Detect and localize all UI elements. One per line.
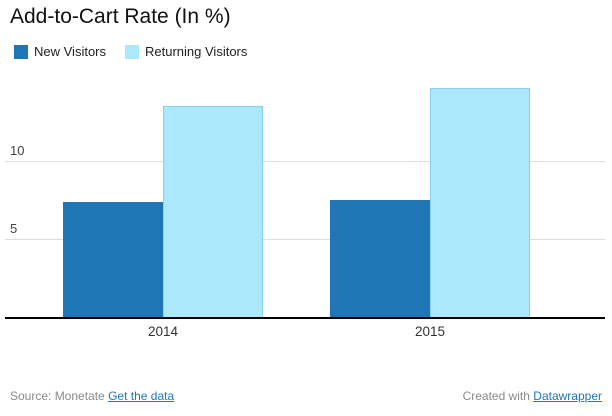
legend-item-new-visitors: New Visitors xyxy=(14,44,106,59)
legend-label-returning-visitors: Returning Visitors xyxy=(145,44,248,59)
legend-swatch-new-visitors xyxy=(14,44,28,59)
bar-returning-visitors-2015[interactable] xyxy=(430,88,530,318)
x-axis-baseline xyxy=(5,317,605,319)
x-tick-label-2014: 2014 xyxy=(147,324,179,339)
gridline-10 xyxy=(5,160,605,162)
legend: New Visitors Returning Visitors xyxy=(14,44,247,59)
bar-new-visitors-2014[interactable] xyxy=(63,202,163,318)
chart-footer: Source: Monetate Get the data Created wi… xyxy=(10,389,602,403)
source-label: Source: Monetate xyxy=(10,389,105,403)
y-tick-label-5: 5 xyxy=(10,221,18,237)
plot-area: 5 10 2014 2015 xyxy=(5,82,605,339)
bar-new-visitors-2015[interactable] xyxy=(330,200,430,318)
legend-item-returning-visitors: Returning Visitors xyxy=(125,44,247,59)
source-note: Source: Monetate Get the data xyxy=(10,389,174,403)
legend-label-new-visitors: New Visitors xyxy=(34,44,107,59)
credit-note: Created with Datawrapper xyxy=(463,389,602,403)
chart-title: Add-to-Cart Rate (In %) xyxy=(10,5,231,28)
x-tick-label-2015: 2015 xyxy=(414,324,446,339)
bar-returning-visitors-2014[interactable] xyxy=(163,106,263,318)
gridline-5 xyxy=(5,239,605,241)
credit-label: Created with xyxy=(462,389,530,403)
get-the-data-link[interactable]: Get the data xyxy=(108,389,175,403)
y-tick-label-10: 10 xyxy=(10,142,25,158)
datawrapper-link[interactable]: Datawrapper xyxy=(533,389,602,403)
legend-swatch-returning-visitors xyxy=(125,44,140,59)
